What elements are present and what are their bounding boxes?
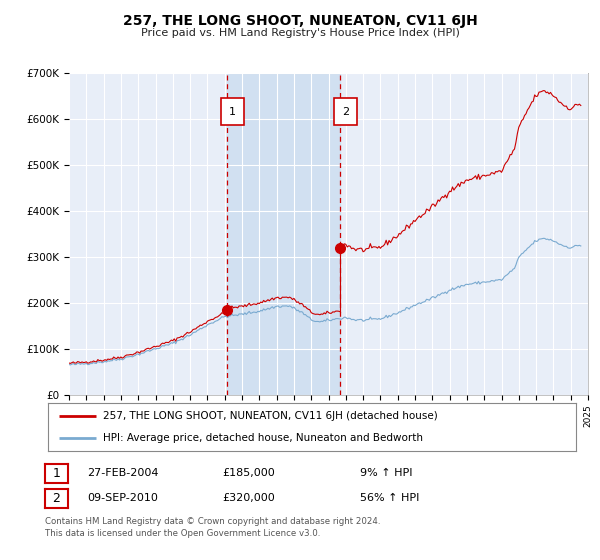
Text: This data is licensed under the Open Government Licence v3.0.: This data is licensed under the Open Gov… — [45, 529, 320, 538]
Text: 2: 2 — [342, 107, 349, 117]
Text: Contains HM Land Registry data © Crown copyright and database right 2024.: Contains HM Land Registry data © Crown c… — [45, 517, 380, 526]
Text: Price paid vs. HM Land Registry's House Price Index (HPI): Price paid vs. HM Land Registry's House … — [140, 28, 460, 38]
Text: 2: 2 — [52, 492, 61, 506]
Text: £320,000: £320,000 — [222, 493, 275, 503]
Bar — [227, 73, 340, 395]
Text: 257, THE LONG SHOOT, NUNEATON, CV11 6JH: 257, THE LONG SHOOT, NUNEATON, CV11 6JH — [122, 14, 478, 28]
Text: 56% ↑ HPI: 56% ↑ HPI — [360, 493, 419, 503]
Text: HPI: Average price, detached house, Nuneaton and Bedworth: HPI: Average price, detached house, Nune… — [103, 433, 424, 443]
Text: 1: 1 — [229, 107, 236, 117]
Text: 9% ↑ HPI: 9% ↑ HPI — [360, 468, 413, 478]
Text: 27-FEB-2004: 27-FEB-2004 — [87, 468, 158, 478]
Text: 257, THE LONG SHOOT, NUNEATON, CV11 6JH (detached house): 257, THE LONG SHOOT, NUNEATON, CV11 6JH … — [103, 411, 438, 421]
FancyBboxPatch shape — [334, 99, 358, 125]
Text: 09-SEP-2010: 09-SEP-2010 — [87, 493, 158, 503]
Text: 1: 1 — [52, 467, 61, 480]
FancyBboxPatch shape — [221, 99, 244, 125]
Text: £185,000: £185,000 — [222, 468, 275, 478]
